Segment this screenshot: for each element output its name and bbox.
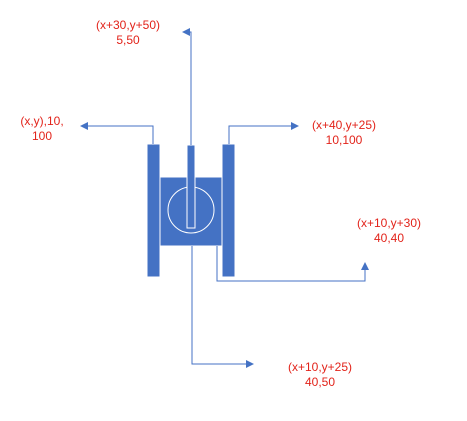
label-right-lower-line1: (x+10,y+30) [356, 216, 422, 230]
left-track [146, 143, 161, 278]
label-right: (x+40,y+25) 10,100 [303, 118, 385, 148]
label-right-line2: 10,100 [325, 133, 363, 147]
right-track [221, 143, 236, 278]
label-bottom-line1: (x+10,y+25) [287, 360, 353, 374]
label-top-line2: 5,50 [116, 33, 140, 47]
bottom-leader-arrow [191, 246, 254, 368]
label-left: (x,y),10, 100 [12, 114, 72, 144]
left-leader-arrow [80, 122, 154, 144]
label-bottom-line2: 40,50 [304, 375, 336, 389]
label-top: (x+30,y+50) 5,50 [88, 18, 168, 48]
label-right-line1: (x+40,y+25) [311, 118, 377, 132]
label-top-line1: (x+30,y+50) [95, 18, 161, 32]
gun-barrel [186, 144, 196, 229]
right-lower-leader-arrow [216, 246, 369, 282]
label-left-line1: (x,y),10, [20, 114, 64, 128]
label-left-line2: 100 [31, 129, 53, 143]
top-leader-arrow [182, 28, 192, 145]
label-right-lower-line2: 40,40 [373, 231, 405, 245]
label-bottom: (x+10,y+25) 40,50 [279, 360, 361, 390]
right-leader-arrow [228, 122, 299, 144]
label-right-lower: (x+10,y+30) 40,40 [348, 216, 430, 246]
